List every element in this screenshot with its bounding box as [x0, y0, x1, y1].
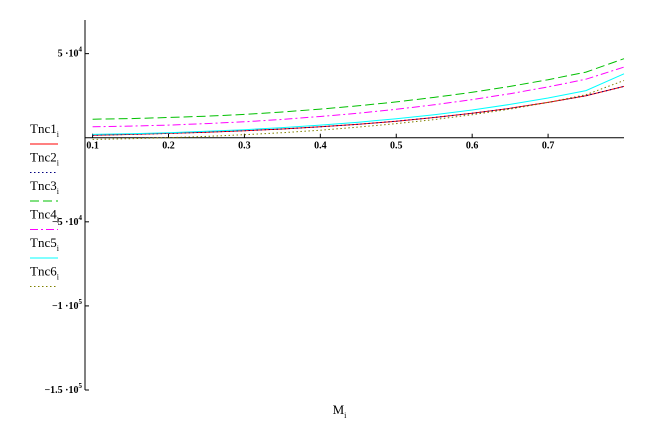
- legend-label: Tnc1i: [30, 121, 60, 139]
- x-tick-label: 0.1: [86, 141, 99, 152]
- x-tick-label: 0.7: [542, 141, 555, 152]
- legend-label: Tnc6i: [30, 264, 60, 282]
- legend-label: Tnc3i: [30, 178, 60, 196]
- x-tick-label: 0.3: [238, 141, 251, 152]
- legend-label: Tnc2i: [30, 150, 60, 168]
- x-tick-label: 0.2: [162, 141, 175, 152]
- x-tick-label: 0.6: [466, 141, 479, 152]
- series-line-tnc3: [92, 58, 625, 120]
- series-line-tnc5: [92, 73, 625, 135]
- x-tick-label: 0.4: [314, 141, 327, 152]
- series-line-tnc2: [92, 85, 625, 136]
- axes: [84, 20, 624, 390]
- y-tick-label: 5 ·104: [58, 46, 83, 60]
- series-lines: [92, 58, 625, 140]
- series-line-tnc6: [92, 80, 625, 140]
- y-tick-label: −5 ·104: [52, 214, 83, 228]
- y-ticks: 5 ·104 −5 ·104 −1 ·105 −1.5 ·105: [44, 46, 89, 396]
- y-tick-label: −1.5 ·105: [44, 382, 82, 396]
- legend-label: Tnc5i: [30, 235, 60, 253]
- x-ticks: 0.1 0.2 0.3 0.4 0.5 0.6 0.7: [86, 133, 555, 152]
- x-axis-label: Mi: [333, 402, 348, 420]
- y-tick-label: −1 ·105: [52, 298, 83, 312]
- x-tick-label: 0.5: [390, 141, 403, 152]
- legend-label: Tnc4i: [30, 207, 60, 225]
- legend: Tnc1i Tnc2i Tnc3i Tnc4i Tnc5i Tnc6i: [30, 121, 60, 287]
- series-line-tnc4: [92, 66, 625, 128]
- series-line-tnc1: [92, 85, 625, 136]
